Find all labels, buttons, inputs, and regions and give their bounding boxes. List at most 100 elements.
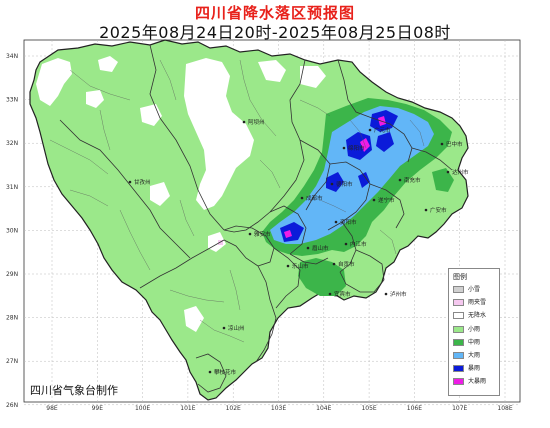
- legend-item: 小雪: [453, 285, 499, 295]
- city-marker: [328, 292, 332, 296]
- boundary-neijiang-zigong: [355, 249, 385, 281]
- city-label-ganzi: 甘孜州: [134, 178, 151, 186]
- legend-swatch: [453, 338, 464, 346]
- longitude-tick-label: 104E: [316, 405, 331, 412]
- no-precip-patch: [150, 182, 170, 206]
- legend-item: 小雨: [453, 325, 499, 335]
- city-marker: [248, 232, 252, 236]
- city-label-yibin: 宜宾市: [334, 290, 351, 298]
- boundary-nanchong-guangan: [369, 183, 405, 229]
- boundary-dazhou: [411, 147, 453, 171]
- boundary-yaan: [223, 225, 275, 267]
- latitude-tick-label: 30N: [6, 227, 18, 234]
- heavy-rain-area: [270, 106, 434, 244]
- legend-swatch: [453, 325, 464, 333]
- longitude-tick-label: 103E: [271, 405, 286, 412]
- city-label-ziyang: 资阳市: [340, 218, 357, 226]
- legend-label: 大暴雨: [468, 378, 487, 386]
- city-label-bazhong: 巴中市: [446, 140, 463, 148]
- boundary-ganzi-liangshan: [139, 239, 259, 289]
- city-marker: [368, 128, 372, 132]
- legend-item: 无降水: [453, 311, 499, 321]
- legend-label: 小雨: [468, 325, 481, 333]
- legend-item: 大雨: [453, 351, 499, 361]
- moderate-rain-area-south: [298, 258, 346, 296]
- no-precip-patch: [300, 66, 326, 88]
- legend-swatch: [453, 378, 464, 386]
- city-marker: [446, 170, 450, 174]
- legend-item: 雨夹雪: [453, 298, 499, 308]
- no-precip-patch: [184, 58, 254, 210]
- legend-label: 中雨: [468, 338, 481, 346]
- legend-label: 大雨: [468, 352, 481, 359]
- no-precip-patch: [258, 60, 286, 82]
- city-label-guangan: 广安市: [430, 206, 447, 214]
- latitude-tick-label: 27N: [6, 358, 18, 365]
- city-marker: [306, 246, 310, 250]
- rainstorm-patch: [358, 172, 370, 188]
- boundary-meishan: [289, 253, 329, 265]
- legend-label: 雨夹雪: [468, 299, 487, 307]
- city-marker: [384, 292, 388, 296]
- city-label-liangshan: 凉山州: [228, 324, 245, 332]
- city-label-mianyang: 绵阳市: [348, 144, 365, 152]
- city-marker: [440, 142, 444, 146]
- city-marker: [398, 178, 402, 182]
- legend-swatch: [453, 312, 464, 320]
- legend-swatch: [453, 365, 464, 373]
- no-precip-patch: [36, 58, 72, 106]
- city-label-luzhou: 泸州市: [390, 290, 407, 298]
- longitude-tick-label: 105E: [361, 405, 376, 412]
- longitude-tick-label: 98E: [46, 405, 58, 412]
- city-marker: [424, 208, 428, 212]
- prefecture-boundaries: [59, 44, 453, 393]
- moderate-rain-area-east: [432, 168, 454, 192]
- latitude-tick-label: 34N: [6, 53, 18, 60]
- boundary-leshan: [273, 247, 301, 309]
- city-marker: [286, 264, 290, 268]
- legend-swatch: [453, 286, 464, 293]
- latitude-tick-label: 26N: [6, 402, 18, 409]
- no-precip-patch: [184, 306, 204, 332]
- longitude-tick-label: 99E: [92, 405, 104, 412]
- boundary-aba-east: [223, 59, 306, 233]
- longitude-tick-label: 101E: [180, 405, 195, 412]
- legend-item: 暴雨: [453, 364, 499, 374]
- city-label-meishan: 眉山市: [312, 244, 329, 252]
- legend-title: 图例: [453, 273, 467, 281]
- latitude-tick-label: 29N: [6, 271, 18, 278]
- no-precip-areas: [36, 56, 326, 332]
- boundary-west-interior: [59, 119, 191, 259]
- legend: 图例 小雪雨夹雪无降水小雨中雨大雨暴雨大暴雨: [448, 268, 500, 396]
- no-precip-patch: [98, 56, 118, 72]
- city-label-guangyuan: 广元市: [374, 126, 391, 134]
- legend-item: 大暴雨: [453, 377, 499, 387]
- city-marker: [208, 370, 212, 374]
- city-marker: [334, 220, 338, 224]
- city-label-deyang: 德阳市: [336, 180, 353, 188]
- boundary-panzhihua: [195, 353, 227, 393]
- city-label-dazhou: 达州市: [452, 168, 469, 176]
- torrential-rain-patch: [284, 230, 292, 238]
- county-boundaries: [49, 59, 425, 343]
- city-label-panzhihua: 攀枝花市: [214, 368, 237, 376]
- city-marker: [372, 198, 376, 202]
- boundary-mianyang-nanchong: [327, 161, 371, 231]
- longitude-tick-label: 100E: [135, 405, 150, 412]
- forecast-period: 2025年08月24日20时-2025年08月25日08时: [99, 23, 451, 42]
- boundary-guangyuan: [337, 59, 373, 119]
- boundary-deyang-mianyang: [299, 139, 331, 211]
- boundary-chengdu: [269, 205, 307, 255]
- boundary-aba-ganzi: [149, 44, 225, 231]
- longitude-tick-label: 108E: [497, 405, 512, 412]
- city-marker: [342, 146, 346, 150]
- latitude-tick-label: 32N: [6, 140, 18, 147]
- boundary-liangshan-east: [255, 265, 277, 363]
- city-label-leshan: 乐山市: [292, 262, 309, 270]
- boundary-bazhong: [371, 117, 413, 163]
- legend-label: 无降水: [468, 312, 487, 320]
- legend-label: 小雪: [468, 286, 481, 293]
